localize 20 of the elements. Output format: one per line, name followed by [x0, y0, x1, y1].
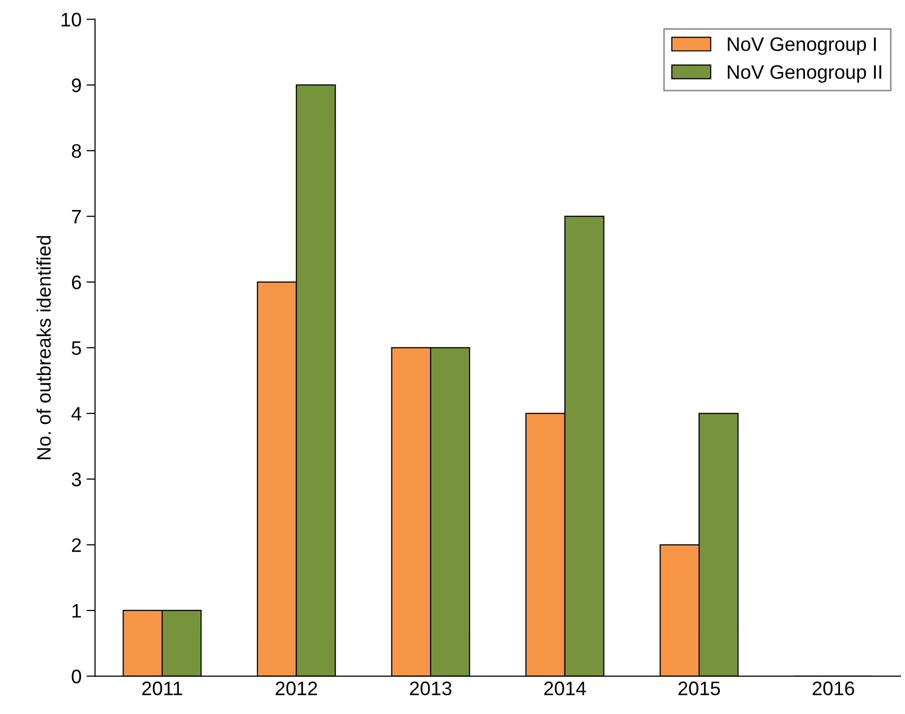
y-tick-label: 5 [72, 341, 82, 355]
y-tick-label: 7 [72, 210, 81, 224]
y-tick-label: 1 [72, 604, 81, 618]
y-tick-label: 4 [71, 407, 82, 420]
legend-label: NoV Genogroup I [728, 37, 876, 55]
x-tick-label: 2013 [410, 682, 452, 696]
y-tick-label: 8 [72, 144, 81, 158]
x-tick-label: 2012 [276, 682, 318, 696]
y-tick-label: 0 [72, 670, 82, 684]
y-tick-label: 10 [62, 12, 82, 27]
y-tick-label: 6 [72, 276, 81, 290]
y-tick-label: 9 [72, 78, 81, 92]
x-tick-label: 2014 [544, 682, 586, 696]
x-tick-label: 2016 [812, 682, 854, 696]
legend-label: NoV Genogroup II [728, 65, 882, 83]
x-tick-label: 2011 [142, 682, 182, 696]
y-tick-label: 3 [72, 472, 81, 486]
y-tick-label: 2 [72, 538, 81, 552]
y-axis-title: No. of outbreaks identified [36, 236, 51, 460]
x-tick-label: 2015 [678, 682, 720, 696]
